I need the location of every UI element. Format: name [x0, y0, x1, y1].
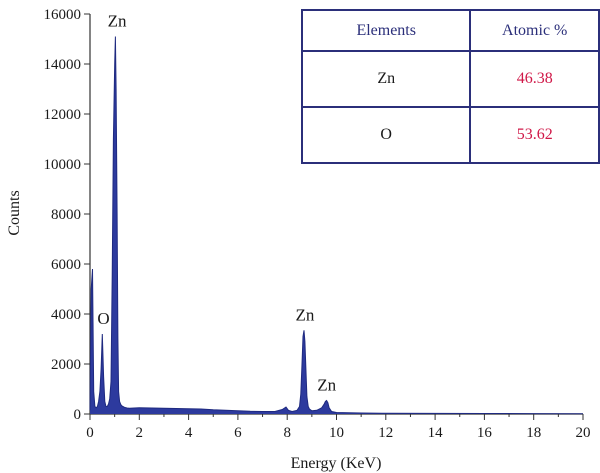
- x-tick-label: 8: [283, 425, 291, 441]
- x-tick-label: 4: [185, 425, 193, 441]
- y-tick-label: 4000: [51, 307, 81, 323]
- y-tick-label: 0: [74, 407, 82, 423]
- annotation-layer: Zn O Zn Zn: [97, 12, 336, 395]
- y-tick-label: 6000: [51, 257, 81, 273]
- peak-label: Zn: [108, 12, 127, 31]
- table-row: Zn 46.38: [300, 50, 600, 108]
- x-tick-label: 20: [576, 425, 591, 441]
- atomic-percent-cell: 53.62: [469, 106, 600, 164]
- x-tick-label: 16: [477, 425, 493, 441]
- peak-label: O: [97, 309, 109, 328]
- x-tick-label: 14: [428, 425, 444, 441]
- y-tick-label: 10000: [44, 157, 82, 173]
- peak-label: Zn: [296, 305, 315, 324]
- x-tick-label: 6: [234, 425, 242, 441]
- table-header-row: Elements Atomic %: [300, 9, 600, 52]
- y-axis-title: Counts: [6, 190, 23, 235]
- header-atomic-percent: Atomic %: [469, 9, 600, 52]
- x-tick-label: 0: [86, 425, 94, 441]
- peak-label: Zn: [317, 376, 336, 395]
- spectrum-line: [89, 36, 584, 415]
- tick-layer: 0 2000 4000 6000 8000 10000 12000 14000 16000 0 2 4…: [44, 7, 591, 441]
- y-tick-label: 16000: [44, 7, 82, 23]
- y-tick-label: 2000: [51, 357, 81, 373]
- element-cell: Zn: [300, 50, 472, 108]
- table-row: O 53.62: [300, 106, 600, 164]
- header-elements: Elements: [300, 9, 472, 52]
- x-tick-label: 18: [526, 425, 541, 441]
- composition-table: Elements Atomic % Zn 46.38 O 53.62: [300, 9, 600, 164]
- y-tick-label: 12000: [44, 107, 82, 123]
- x-tick-label: 12: [378, 425, 393, 441]
- x-tick-label: 2: [136, 425, 144, 441]
- x-tick-label: 10: [329, 425, 344, 441]
- x-axis-title: Energy (KeV): [291, 455, 382, 472]
- y-tick-label: 14000: [44, 57, 82, 73]
- element-cell: O: [300, 106, 472, 164]
- atomic-percent-cell: 46.38: [469, 50, 600, 108]
- y-tick-label: 8000: [51, 207, 81, 223]
